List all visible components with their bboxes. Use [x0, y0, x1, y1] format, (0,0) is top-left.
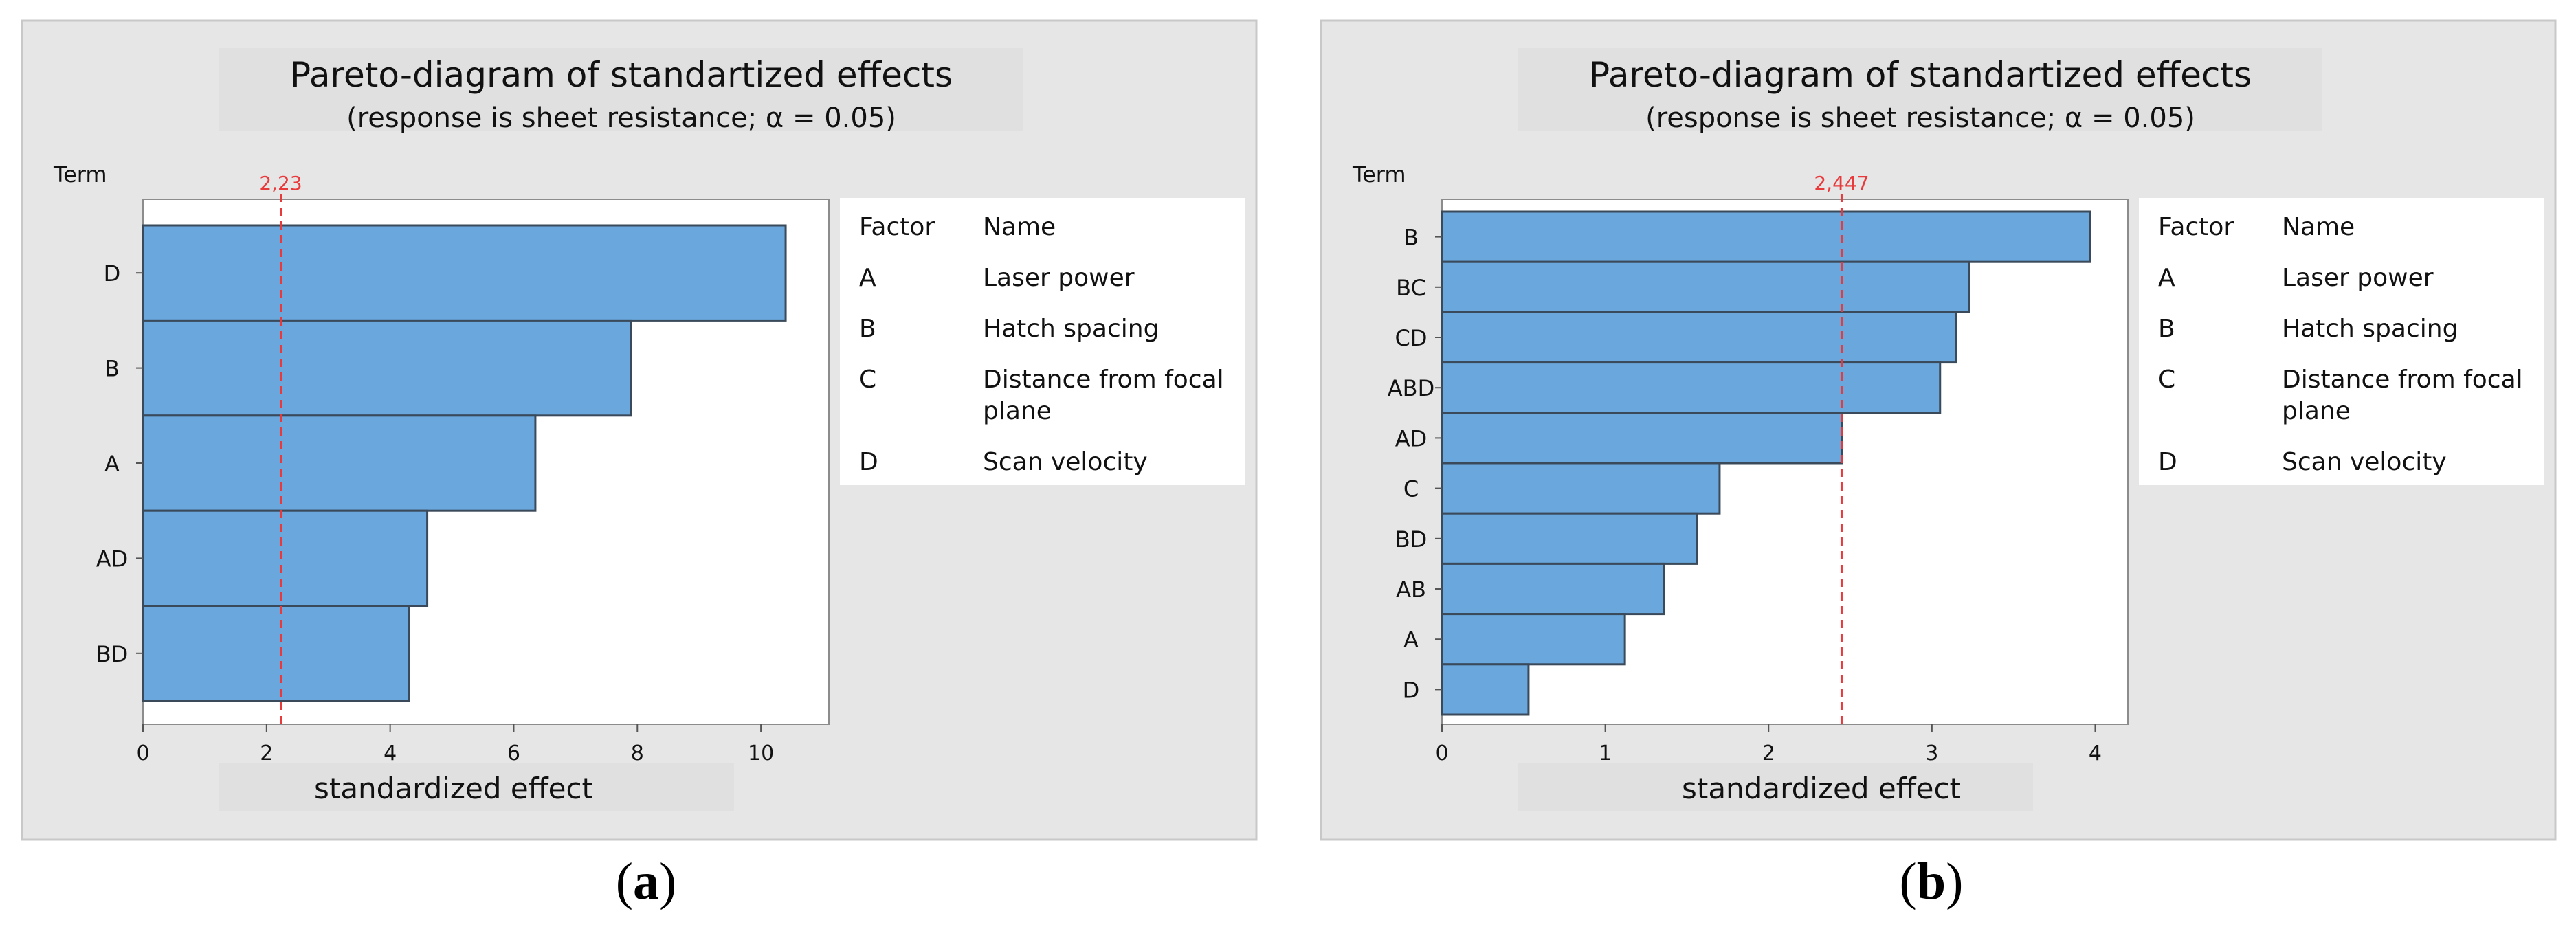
legend-name-C: Distance from focal plane	[2282, 366, 2523, 425]
reference-label: 2,447	[1814, 172, 1869, 194]
legend-background	[840, 198, 1245, 485]
legend-name-B: Hatch spacing	[2282, 315, 2458, 343]
legend-name-A: Laser power	[983, 264, 1135, 292]
chart-panel-a: Pareto-diagram of standartized effects (r…	[21, 19, 1258, 841]
legend-name-B: Hatch spacing	[983, 315, 1159, 343]
bar-B	[142, 319, 632, 417]
x-tick-label-8: 8	[631, 741, 644, 765]
x-tick-label-4: 4	[384, 741, 397, 765]
y-tick-label-BC: BC	[1396, 275, 1426, 301]
bar-A	[1441, 613, 1626, 666]
y-tick-label-D: D	[1403, 677, 1420, 703]
legend-factor-A: A	[859, 264, 876, 292]
legend-header-name: Name	[2282, 213, 2355, 241]
xlabel-band	[219, 763, 734, 811]
y-tick-label-BD: BD	[96, 641, 129, 667]
reference-label: 2,23	[259, 172, 302, 194]
x-tick-label-3: 3	[1925, 741, 1938, 765]
chart-title: Pareto-diagram of standartized effects	[290, 55, 953, 95]
bar-BC	[1441, 260, 1971, 313]
y-tick-label-AB: AB	[1396, 577, 1426, 603]
x-tick-label-1: 1	[1599, 741, 1612, 765]
y-tick-label-BD: BD	[1395, 526, 1428, 552]
bar-AD	[1441, 412, 1843, 465]
bar-D	[1441, 663, 1530, 716]
title-band	[219, 48, 1023, 131]
factor-legend-table: Factor Name A Laser power B Hatch spacing C Dis…	[840, 198, 1245, 485]
bar-AB	[1441, 562, 1665, 616]
legend-factor-C: C	[2158, 366, 2175, 394]
legend-header-factor: Factor	[859, 213, 935, 241]
bar-BD	[1441, 512, 1698, 565]
bar-B	[1441, 210, 2091, 263]
chart-panel-b: Pareto-diagram of standartized effects (r…	[1320, 19, 2557, 841]
legend-name-D: Scan velocity	[2282, 448, 2447, 476]
y-axis-title: Term	[1352, 161, 1406, 188]
bar-CD	[1441, 311, 1957, 364]
x-tick-label-4: 4	[2089, 741, 2102, 765]
x-axis-label: standardized effect	[1682, 772, 1961, 805]
caption-b: (b)	[1899, 853, 1964, 910]
y-tick-label-C: C	[1403, 476, 1419, 502]
y-tick-label-AD: AD	[1395, 425, 1428, 451]
bar-ABD	[1441, 361, 1942, 414]
chart-title: Pareto-diagram of standartized effects	[1589, 55, 2252, 95]
x-tick-label-6: 6	[507, 741, 520, 765]
bar-C	[1441, 462, 1721, 515]
bar-D	[142, 224, 787, 322]
x-tick-label-0: 0	[1435, 741, 1448, 765]
y-tick-label-A: A	[104, 451, 120, 477]
legend-factor-A: A	[2158, 264, 2175, 292]
legend-factor-D: D	[2158, 448, 2177, 476]
y-tick-label-B: B	[1403, 225, 1419, 251]
legend-background	[2139, 198, 2544, 485]
y-tick-label-D: D	[104, 260, 121, 287]
title-band	[1518, 48, 2322, 131]
bar-AD	[142, 509, 429, 607]
factor-legend-table: Factor Name A Laser power B Hatch spacing C Dis…	[2139, 198, 2544, 485]
y-tick-label-B: B	[104, 356, 120, 382]
bar-A	[142, 414, 537, 512]
legend-name-D: Scan velocity	[983, 448, 1148, 476]
x-tick-label-10: 10	[748, 741, 774, 765]
caption-a: (a)	[615, 853, 677, 910]
x-axis-label: standardized effect	[314, 772, 593, 805]
y-tick-label-ABD: ABD	[1388, 375, 1434, 401]
x-tick-label-0: 0	[136, 741, 149, 765]
legend-factor-B: B	[2158, 315, 2175, 343]
legend-factor-B: B	[859, 315, 876, 343]
xlabel-band	[1518, 763, 2033, 811]
y-tick-label-CD: CD	[1395, 325, 1428, 351]
legend-header-name: Name	[983, 213, 1056, 241]
x-tick-label-2: 2	[1762, 741, 1775, 765]
legend-factor-C: C	[859, 366, 876, 394]
legend-factor-D: D	[859, 448, 878, 476]
legend-header-factor: Factor	[2158, 213, 2234, 241]
legend-name-A: Laser power	[2282, 264, 2434, 292]
x-tick-label-2: 2	[260, 741, 273, 765]
bar-BD	[142, 605, 410, 702]
chart-subtitle: (response is sheet resistance; α = 0.05)	[1645, 102, 2195, 134]
y-tick-label-AD: AD	[96, 546, 129, 572]
chart-subtitle: (response is sheet resistance; α = 0.05)	[346, 102, 896, 134]
legend-name-C: Distance from focal plane	[983, 366, 1224, 425]
y-axis-title: Term	[53, 161, 107, 188]
y-tick-label-A: A	[1403, 627, 1419, 653]
